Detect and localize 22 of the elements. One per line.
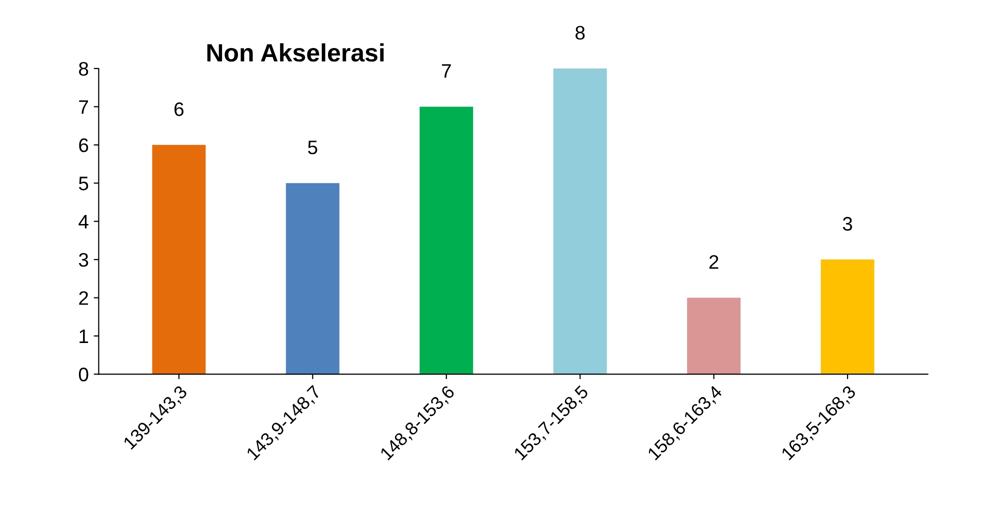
y-tick-label: 3 — [78, 253, 88, 267]
bar — [553, 68, 607, 374]
data-label: 3 — [842, 216, 852, 231]
bar — [687, 298, 741, 374]
bar — [152, 144, 206, 374]
bar — [820, 260, 874, 374]
data-label: 8 — [576, 26, 585, 40]
data-label: 6 — [174, 102, 184, 116]
y-tick-label: 6 — [79, 138, 88, 152]
y-tick-label: 2 — [79, 291, 88, 305]
y-tick-label: 8 — [79, 62, 88, 76]
data-label: 7 — [442, 64, 451, 78]
y-tick-label: 5 — [78, 176, 88, 190]
y-tick-label: 1 — [80, 330, 88, 344]
data-label: 5 — [308, 140, 318, 154]
y-tick-label: 4 — [78, 215, 88, 228]
bar — [420, 106, 474, 374]
bar — [286, 183, 340, 374]
data-label: 2 — [709, 255, 718, 269]
chart-title: Non Akselerasi — [207, 43, 384, 62]
y-tick-label: 7 — [79, 100, 88, 114]
y-tick-label: 0 — [78, 368, 88, 382]
